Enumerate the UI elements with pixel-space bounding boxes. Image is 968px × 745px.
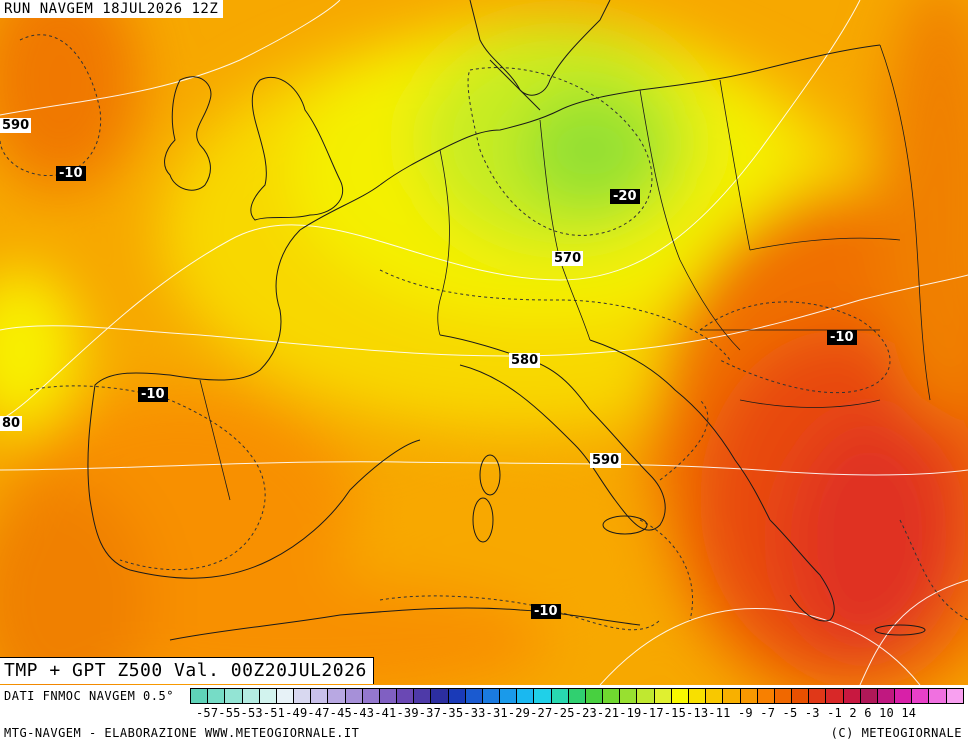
color-scale-cell (688, 689, 707, 703)
credit-right: (C) METEOGIORNALE (830, 726, 962, 740)
color-scale-cell (671, 689, 689, 703)
color-scale-cell (191, 689, 209, 703)
geopotential-label: 80 (0, 416, 23, 431)
weather-map: RUN NAVGEM 18JUL2026 12Z -10 -20 -10 -10… (0, 0, 968, 685)
color-scale-cell (706, 689, 724, 703)
temperature-field (0, 0, 968, 685)
color-scale-cell (603, 689, 621, 703)
color-scale-cell (465, 689, 483, 703)
color-scale-cell (414, 689, 432, 703)
color-scale-cell (448, 689, 466, 703)
color-scale-cell (860, 689, 878, 703)
geopotential-label: 590 (0, 118, 32, 133)
color-scale-cell (311, 689, 329, 703)
color-scale-cell (826, 689, 844, 703)
color-scale-cell (294, 689, 312, 703)
color-scale-cell (843, 689, 861, 703)
color-scale-cell (551, 689, 569, 703)
temperature-label: -20 (610, 189, 640, 204)
color-scale-cell (929, 689, 947, 703)
color-scale-cell (757, 689, 775, 703)
color-scale-cell (877, 689, 896, 703)
color-scale-cell (774, 689, 793, 703)
color-scale-bar (190, 688, 964, 704)
color-scale-cell (534, 689, 552, 703)
color-scale-cell (792, 689, 810, 703)
color-scale-cell (500, 689, 518, 703)
color-scale-cell (517, 689, 535, 703)
temperature-label: -10 (56, 166, 86, 181)
temperature-label: -10 (531, 604, 561, 619)
color-scale-cell (946, 689, 963, 703)
color-scale-cell (379, 689, 398, 703)
color-scale-cell (362, 689, 380, 703)
color-scale-cell (654, 689, 672, 703)
color-scale-cell (809, 689, 827, 703)
run-title: RUN NAVGEM 18JUL2026 12Z (0, 0, 224, 18)
legend-footer: DATI FNMOC NAVGEM 0.5° -57-55-53-51-49-4… (0, 685, 968, 745)
color-scale-cell (208, 689, 226, 703)
validity-title: TMP + GPT Z500 Val. 00Z20JUL2026 (0, 657, 374, 684)
color-scale-cell (895, 689, 913, 703)
color-scale-cell (740, 689, 758, 703)
color-scale-cell (276, 689, 295, 703)
geopotential-label: 570 (552, 251, 584, 266)
color-scale-cell (345, 689, 363, 703)
color-scale-cell (568, 689, 586, 703)
color-scale-cell (637, 689, 655, 703)
color-scale-cell (912, 689, 930, 703)
temperature-label: -10 (138, 387, 168, 402)
color-scale-cell (328, 689, 346, 703)
data-source-label: DATI FNMOC NAVGEM 0.5° (4, 689, 174, 703)
color-scale-cell (482, 689, 501, 703)
color-scale-cell (620, 689, 638, 703)
geopotential-label: 590 (590, 453, 622, 468)
temperature-label: -10 (827, 330, 857, 345)
color-scale-cell (242, 689, 260, 703)
color-scale-cell (431, 689, 449, 703)
color-scale-cell (397, 689, 415, 703)
geopotential-label: 580 (509, 353, 541, 368)
color-scale-cell (585, 689, 604, 703)
color-scale-cell (225, 689, 243, 703)
credit-left: MTG-NAVGEM - ELABORAZIONE WWW.METEOGIORN… (4, 726, 360, 740)
coastlines (87, 0, 931, 641)
color-scale-cell (723, 689, 741, 703)
color-scale-ticks: -57-55-53-51-49-47-45-43-41-39-37-35-33-… (196, 706, 917, 720)
color-scale-cell (259, 689, 277, 703)
